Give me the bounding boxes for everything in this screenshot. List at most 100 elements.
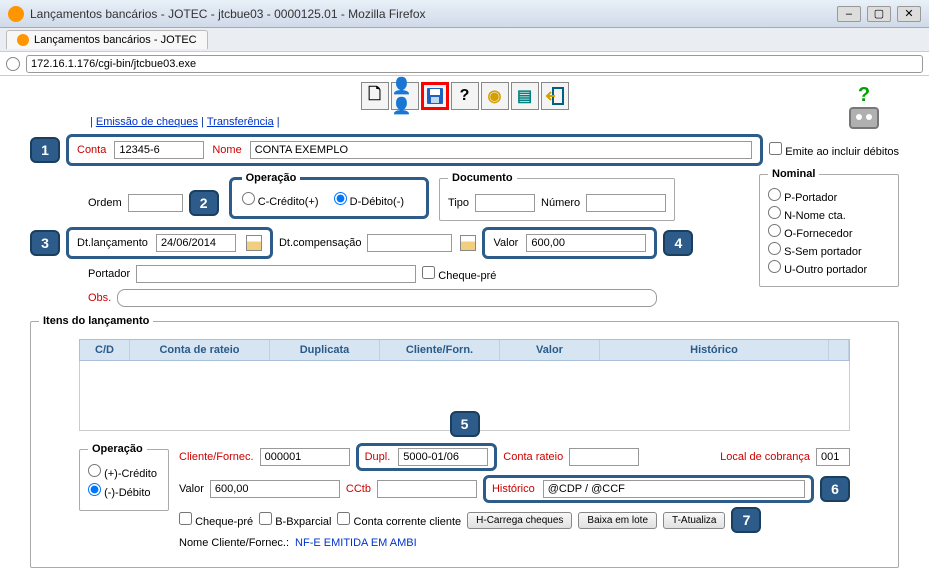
page-content: 🗋 👤👤 ? ◉ ▤ ? |Emissão de cheques|Transfe… bbox=[0, 76, 929, 578]
hdr-cli[interactable]: Cliente/Forn. bbox=[380, 340, 500, 360]
op2-debito[interactable]: (-)-Débito bbox=[88, 483, 160, 499]
nominal-n[interactable]: N-Nome cta. bbox=[768, 206, 890, 222]
tab-bar: Lançamentos bancários - JOTEC bbox=[0, 28, 929, 52]
dtcomp-input[interactable] bbox=[367, 234, 452, 252]
btn-baixa-lote[interactable]: Baixa em lote bbox=[578, 512, 657, 529]
itens-legend: Itens do lançamento bbox=[39, 315, 153, 327]
nominal-p[interactable]: P-Portador bbox=[768, 188, 890, 204]
nomecli-label: Nome Cliente/Fornec.: bbox=[179, 537, 289, 549]
obs-input[interactable] bbox=[117, 289, 657, 307]
tab-favicon bbox=[17, 34, 29, 46]
emite-checkbox[interactable] bbox=[769, 142, 782, 155]
marker-1: 1 bbox=[30, 137, 60, 163]
browser-tab[interactable]: Lançamentos bancários - JOTEC bbox=[6, 30, 208, 49]
obs-label: Obs. bbox=[88, 292, 111, 304]
report-button[interactable]: ▤ bbox=[511, 82, 539, 110]
info-button[interactable]: ◉ bbox=[481, 82, 509, 110]
conta-input[interactable] bbox=[114, 141, 204, 159]
nomecli-value: NF-E EMITIDA EM AMBI bbox=[295, 537, 417, 549]
radio-debito-label[interactable]: D-Débito(-) bbox=[334, 196, 404, 208]
url-input[interactable] bbox=[26, 55, 923, 73]
url-bar bbox=[0, 52, 929, 76]
chk-contacorr[interactable]: Conta corrente cliente bbox=[337, 512, 461, 528]
calendar-icon[interactable] bbox=[246, 235, 262, 251]
search-button[interactable]: 👤👤 bbox=[391, 82, 419, 110]
historico-label: Histórico bbox=[492, 483, 535, 495]
maximize-button[interactable]: ▢ bbox=[867, 6, 891, 22]
btn-atualiza[interactable]: T-Atualiza bbox=[663, 512, 725, 529]
radio-credito-label[interactable]: C-Crédito(+) bbox=[242, 196, 319, 208]
chequepre-checkbox[interactable] bbox=[422, 266, 435, 279]
op2-legend: Operação bbox=[88, 443, 147, 455]
link-row: |Emissão de cheques|Transferência| bbox=[90, 116, 899, 128]
hdr-hist[interactable]: Histórico bbox=[600, 340, 829, 360]
btn-carrega-cheques[interactable]: H-Carrega cheques bbox=[467, 512, 572, 529]
link-transferencia[interactable]: Transferência bbox=[207, 116, 274, 128]
historico-box: Histórico bbox=[483, 475, 814, 503]
new-button[interactable]: 🗋 bbox=[361, 82, 389, 110]
documento-fieldset: Documento Tipo Número bbox=[439, 172, 675, 221]
contarateio-label: Conta rateio bbox=[503, 451, 563, 463]
hdr-valor[interactable]: Valor bbox=[500, 340, 600, 360]
exit-icon bbox=[545, 86, 565, 106]
save-button[interactable] bbox=[421, 82, 449, 110]
dupl-input[interactable] bbox=[398, 448, 488, 466]
mascot-icon: ? bbox=[839, 84, 889, 134]
numero-input[interactable] bbox=[586, 194, 666, 212]
hdr-cd[interactable]: C/D bbox=[80, 340, 130, 360]
window-title: Lançamentos bancários - JOTEC - jtcbue03… bbox=[30, 7, 426, 21]
close-button[interactable]: ✕ bbox=[897, 6, 921, 22]
tipo-label: Tipo bbox=[448, 197, 469, 209]
marker-3: 3 bbox=[30, 230, 60, 256]
hdr-end bbox=[829, 340, 849, 360]
conta-label: Conta bbox=[77, 144, 106, 156]
cctb-input[interactable] bbox=[377, 480, 477, 498]
portador-input[interactable] bbox=[136, 265, 416, 283]
chequepre-label[interactable]: Cheque-pré bbox=[422, 266, 496, 282]
marker-5: 5 bbox=[450, 411, 480, 437]
op2-fieldset: Operação (+)-Crédito (-)-Débito bbox=[79, 443, 169, 511]
nominal-o[interactable]: O-Fornecedor bbox=[768, 224, 890, 240]
dtlanc-box: Dt.lançamento bbox=[66, 227, 273, 259]
portador-label: Portador bbox=[88, 268, 130, 280]
clifor-input[interactable] bbox=[260, 448, 350, 466]
localcobr-label: Local de cobrança bbox=[720, 451, 810, 463]
nominal-fieldset: Nominal P-Portador N-Nome cta. O-Fornece… bbox=[759, 168, 899, 287]
historico-input[interactable] bbox=[543, 480, 805, 498]
nome-input[interactable] bbox=[250, 141, 753, 159]
operacao-fieldset: Operação C-Crédito(+) D-Débito(-) bbox=[229, 172, 429, 219]
minimize-button[interactable]: – bbox=[837, 6, 861, 22]
ordem-input[interactable] bbox=[128, 194, 183, 212]
op2-credito[interactable]: (+)-Crédito bbox=[88, 464, 160, 480]
window-titlebar: Lançamentos bancários - JOTEC - jtcbue03… bbox=[0, 0, 929, 28]
valor-input[interactable] bbox=[526, 234, 646, 252]
help-button[interactable]: ? bbox=[451, 82, 479, 110]
save-icon bbox=[426, 87, 444, 105]
window-buttons: – ▢ ✕ bbox=[834, 6, 921, 22]
contarateio-input[interactable] bbox=[569, 448, 639, 466]
conta-box: Conta Nome bbox=[66, 134, 763, 166]
exit-button[interactable] bbox=[541, 82, 569, 110]
cctb-label: CCtb bbox=[346, 483, 371, 495]
chk-bxparcial[interactable]: B-Bxparcial bbox=[259, 512, 331, 528]
numero-label: Número bbox=[541, 197, 580, 209]
radio-credito[interactable] bbox=[242, 192, 255, 205]
link-emissao-cheques[interactable]: Emissão de cheques bbox=[96, 116, 198, 128]
globe-icon bbox=[6, 57, 20, 71]
radio-debito[interactable] bbox=[334, 192, 347, 205]
calendar-icon-2[interactable] bbox=[460, 235, 476, 251]
nominal-u[interactable]: U-Outro portador bbox=[768, 260, 890, 276]
tipo-input[interactable] bbox=[475, 194, 535, 212]
hdr-rateio[interactable]: Conta de rateio bbox=[130, 340, 270, 360]
documento-legend: Documento bbox=[448, 172, 517, 184]
marker-6: 6 bbox=[820, 476, 850, 502]
emite-checkbox-label[interactable]: Emite ao incluir débitos bbox=[769, 142, 899, 158]
valor2-input[interactable] bbox=[210, 480, 340, 498]
localcobr-input[interactable] bbox=[816, 448, 850, 466]
nominal-legend: Nominal bbox=[768, 168, 819, 180]
chk-chequepre[interactable]: Cheque-pré bbox=[179, 512, 253, 528]
nominal-s[interactable]: S-Sem portador bbox=[768, 242, 890, 258]
itens-fieldset: Itens do lançamento C/D Conta de rateio … bbox=[30, 315, 899, 568]
hdr-dup[interactable]: Duplicata bbox=[270, 340, 380, 360]
dtlanc-input[interactable] bbox=[156, 234, 236, 252]
